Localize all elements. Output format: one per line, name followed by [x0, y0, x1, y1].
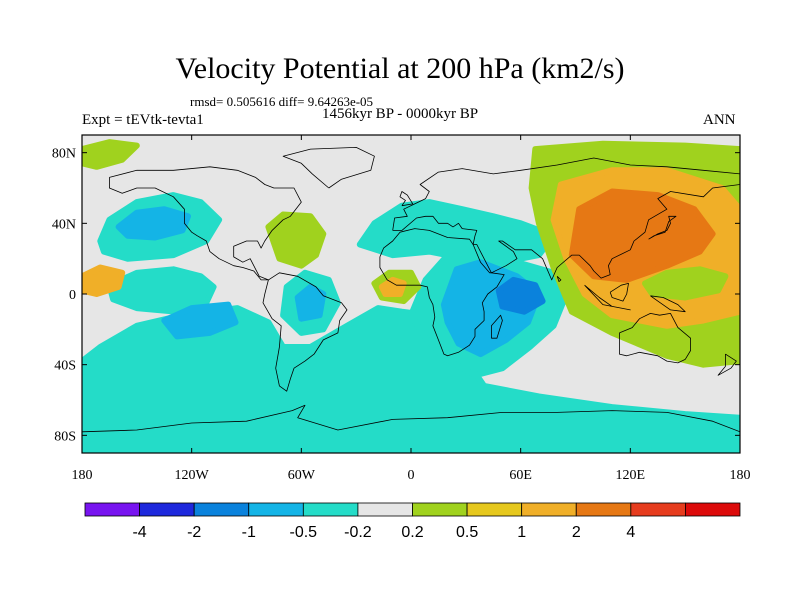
colorbar-label: 4 — [626, 524, 635, 541]
colorbar-swatch — [575, 502, 632, 517]
coastline-uk — [399, 191, 414, 207]
contour-region-pacific-high-west — [82, 264, 126, 297]
coastline-layer — [82, 146, 740, 433]
colorbar-swatch — [630, 502, 686, 517]
contour-region-south-pacific-core — [161, 301, 239, 340]
lon-tick-label: 60W — [288, 468, 316, 483]
colorbar-label: -4 — [132, 524, 146, 541]
subtitle: 1456kyr BP - 0000kyr BP — [321, 106, 479, 122]
coastline-antarctica — [82, 404, 740, 433]
contour-fill-layer — [82, 139, 740, 453]
contour-region-west-pacific-lobe — [642, 266, 729, 301]
colorbar-label: 2 — [572, 524, 581, 541]
lon-tick-label: 0 — [408, 468, 415, 483]
colorbar-swatch — [302, 502, 359, 517]
colorbar-swatch — [248, 502, 304, 517]
lat-tick-label: 40S — [54, 359, 76, 374]
coastline-japan — [648, 215, 677, 240]
coastline-australia — [619, 312, 691, 364]
lon-tick-label: 180 — [730, 468, 751, 483]
colorbar-label: 0.2 — [401, 524, 423, 541]
contour-region-north-pacific-low-core — [115, 206, 191, 241]
stats-label: rmsd= 0.505616 diff= 9.64263e-05 — [190, 94, 374, 109]
lat-tick-label: 80N — [52, 147, 76, 162]
contour-region-indian-ocean-min — [495, 276, 546, 315]
colorbar-label: 1 — [517, 524, 526, 541]
lat-tick-label: 0 — [69, 288, 76, 303]
colorbar-swatch — [139, 502, 195, 517]
colorbar-label: 0.5 — [456, 524, 478, 541]
coastline-new-zealand — [717, 353, 737, 376]
map-title: Velocity Potential at 200 hPa (km2/s) — [175, 52, 625, 85]
colorbar-swatch — [193, 502, 250, 517]
lat-tick-label: 40N — [52, 217, 76, 232]
lon-tick-label: 60E — [509, 468, 532, 483]
contour-region-guinea-high-core — [378, 276, 407, 297]
coastline-arabia-india-gap — [556, 276, 562, 283]
coastline-north-america — [109, 166, 302, 281]
coastline-greenland — [282, 146, 375, 189]
contour-region-arctic-high — [82, 139, 140, 170]
colorbar-swatch — [685, 502, 741, 517]
season-label: ANN — [703, 112, 736, 128]
colorbar-label: -0.2 — [344, 524, 372, 541]
axis-tick-layer: 180 120W 60W 0 60E 120E 180 80N 40N 0 40S 80S — [52, 135, 751, 483]
contour-region-atlantic-high — [265, 211, 327, 269]
coastline-new-guinea — [650, 295, 686, 313]
colorbar-swatch — [412, 502, 468, 517]
colorbar-swatch — [466, 502, 523, 517]
coastline-madagascar — [490, 314, 503, 339]
coastline-eurasia — [392, 157, 740, 281]
colorbar: -4 -2 -1 -0.5 -0.2 0.2 0.5 1 2 4 — [84, 502, 741, 541]
lon-tick-label: 120E — [616, 468, 646, 483]
contour-region-south-america-core — [294, 283, 327, 322]
coastline-borneo — [609, 282, 629, 302]
experiment-label: Expt = tEVtk-tevta1 — [82, 112, 204, 128]
colorbar-swatch — [84, 502, 140, 517]
lon-tick-label: 120W — [175, 468, 210, 483]
contour-region-east-pacific-band — [106, 266, 217, 315]
colorbar-swatch — [357, 502, 413, 517]
lon-tick-label: 180 — [72, 468, 93, 483]
lat-tick-label: 80S — [54, 429, 76, 444]
colorbar-swatch — [521, 502, 577, 517]
colorbar-label: -2 — [187, 524, 201, 541]
coastline-africa — [379, 228, 505, 357]
coastline-indonesia — [584, 284, 631, 311]
coastline-south-america — [262, 272, 348, 392]
colorbar-label: -1 — [242, 524, 256, 541]
contour-region-pacific-high-core — [568, 188, 716, 283]
colorbar-label: -0.5 — [290, 524, 318, 541]
